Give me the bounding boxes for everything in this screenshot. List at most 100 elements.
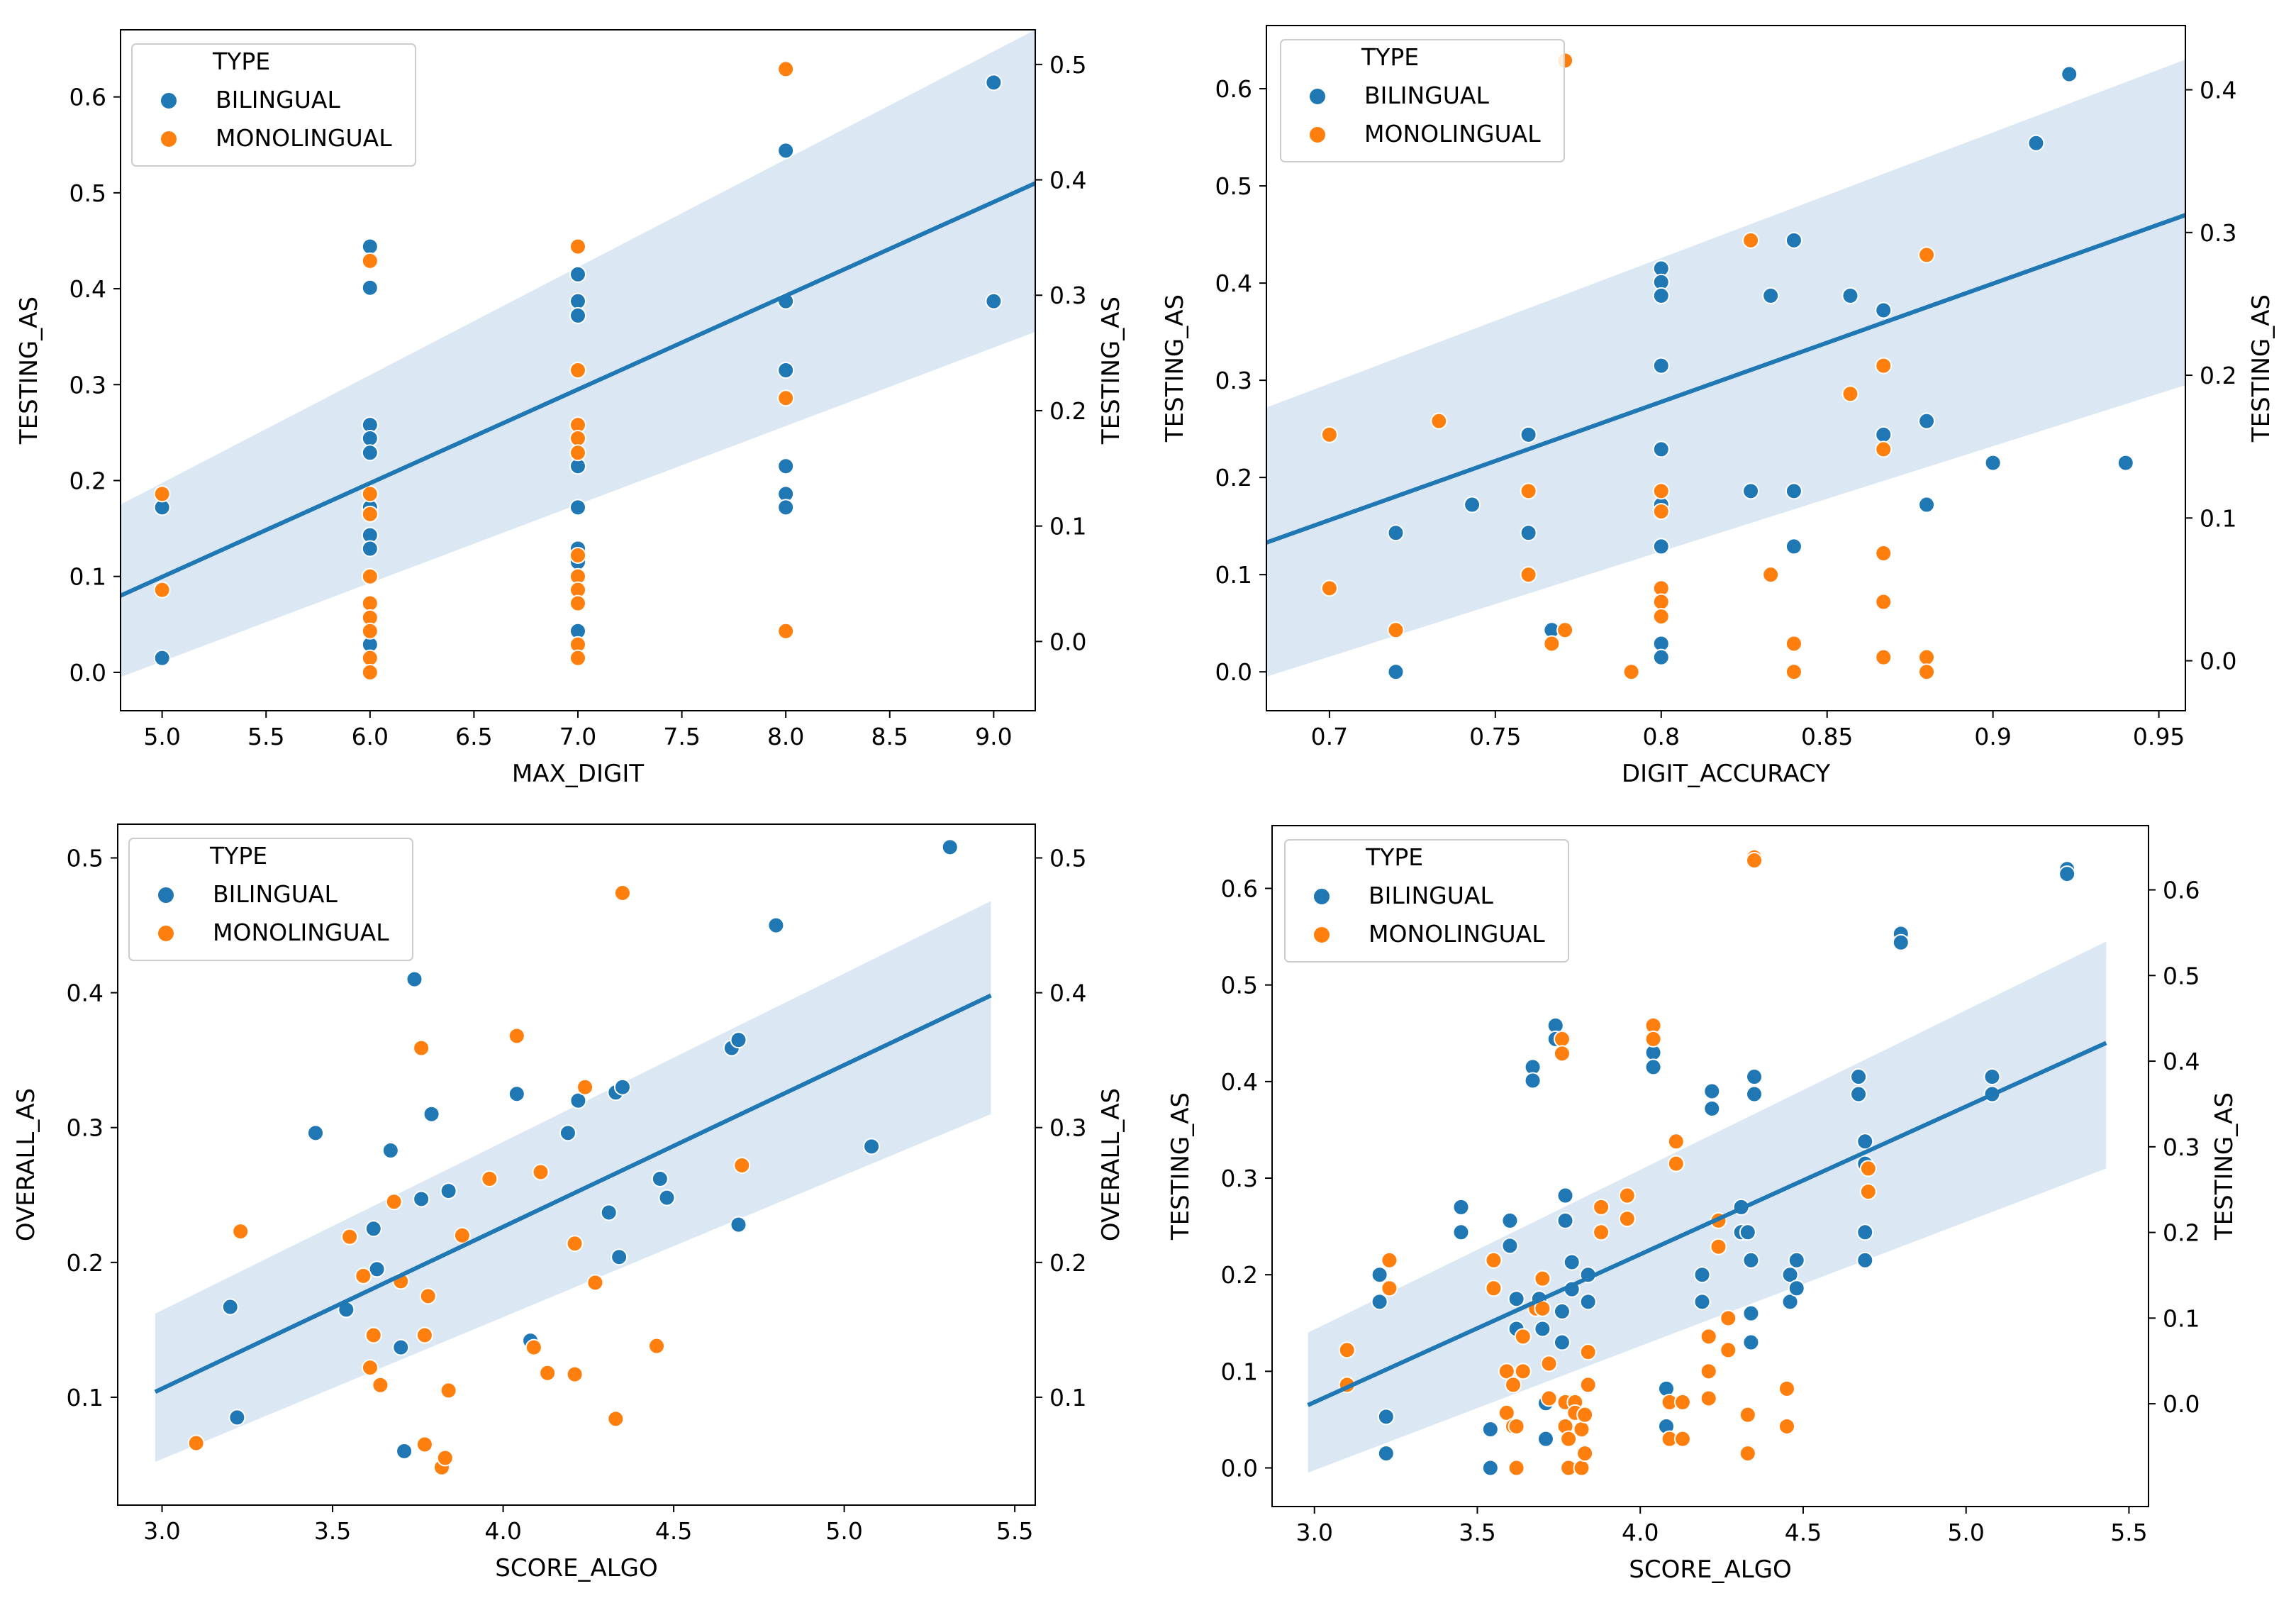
- legend-label-bilingual: BILINGUAL: [1364, 82, 1489, 109]
- data-point: [1693, 1266, 1711, 1284]
- y-axis-left: 0.0 0.1 0.2 0.3 0.4 0.5 0.6 TESTING_AS: [15, 84, 121, 687]
- data-point: [1918, 648, 1936, 666]
- data-point: [2058, 865, 2076, 883]
- data-point: [1700, 1363, 1717, 1380]
- y-axis-left: 0.0 0.1 0.2 0.3 0.4 0.5 0.6 TESTING_AS: [1166, 875, 1272, 1482]
- data-point: [569, 499, 586, 516]
- legend-marker-monolingual: [1313, 926, 1331, 944]
- data-point: [1918, 496, 1936, 514]
- legend: TYPE BILINGUAL MONOLINGUAL: [1284, 839, 1569, 963]
- data-point: [1520, 426, 1537, 443]
- confidence-band: [1266, 59, 2185, 677]
- legend-box: [1284, 839, 1569, 963]
- data-point: [1742, 1333, 1760, 1351]
- data-point: [730, 1216, 747, 1233]
- data-point: [607, 1410, 625, 1428]
- right-y-tick-label: 0.5: [1049, 51, 1086, 79]
- data-point: [1785, 635, 1802, 653]
- y-tick-label: 0.0: [1215, 658, 1252, 686]
- subplot-3: 3.0 3.5 4.0 4.5 5.0 5.5 SCORE_ALGO 0.1 0.2 0.3 0.4…: [12, 823, 1125, 1582]
- data-point: [1781, 1293, 1799, 1311]
- data-point: [1762, 566, 1780, 584]
- legend-label-monolingual: MONOLINGUAL: [1369, 920, 1545, 948]
- data-point: [1540, 1355, 1558, 1372]
- x-tick-label: 5.0: [1947, 1519, 1984, 1546]
- data-point: [153, 581, 171, 599]
- data-point: [1710, 1238, 1727, 1255]
- data-point: [1573, 1459, 1590, 1477]
- data-point: [586, 1274, 604, 1292]
- data-point: [1622, 663, 1640, 681]
- x-axis-label: DIGIT_ACCURACY: [1622, 760, 1830, 788]
- data-point: [1377, 1408, 1395, 1426]
- data-point: [1508, 1417, 1525, 1435]
- data-point: [361, 279, 379, 296]
- data-point: [1742, 1251, 1760, 1269]
- legend-marker-bilingual: [1308, 87, 1327, 106]
- data-point: [1652, 503, 1670, 521]
- subplot-4: 3.0 3.5 4.0 4.5 5.0 5.5 SCORE_ALGO 0.0 0.1 0.2 0.3…: [1166, 825, 2239, 1584]
- data-point: [1485, 1280, 1503, 1297]
- data-point: [1673, 1393, 1691, 1411]
- data-point: [1652, 608, 1670, 626]
- data-point: [1875, 593, 1893, 611]
- right-y-tick-label: 0.4: [1049, 167, 1086, 194]
- data-point: [1785, 231, 1802, 249]
- data-point: [1788, 1280, 1805, 1297]
- x-axis: 0.7 0.75 0.8 0.85 0.9 0.95 DIGIT_ACCURACY: [1311, 711, 2185, 788]
- x-tick-label: 4.5: [1785, 1519, 1822, 1546]
- y-axis-right: 0.0 0.1 0.2 0.3 0.4 TESTING_AS: [2185, 77, 2275, 675]
- data-point: [1856, 1251, 1874, 1269]
- data-point: [569, 594, 586, 612]
- data-point: [1892, 933, 1910, 951]
- data-point: [1520, 566, 1537, 584]
- data-point: [232, 1223, 250, 1241]
- y-axis-right: 0.1 0.2 0.3 0.4 0.5 OVERALL_AS: [1035, 845, 1125, 1411]
- regression-line: [1307, 1041, 2107, 1407]
- data-point: [863, 1138, 881, 1155]
- data-point: [1464, 496, 1481, 514]
- y-axis-label: TESTING_AS: [1166, 1092, 1195, 1241]
- right-y-axis-label: TESTING_AS: [2247, 294, 2275, 443]
- x-tick-label: 5.5: [2110, 1519, 2147, 1546]
- data-point: [1553, 1030, 1571, 1048]
- data-point: [2117, 454, 2134, 472]
- data-point: [1693, 1293, 1711, 1311]
- data-point: [569, 430, 586, 447]
- x-tick-label: 0.7: [1311, 723, 1348, 750]
- legend: TYPE BILINGUAL MONOLINGUAL: [131, 43, 416, 167]
- data-point: [1371, 1266, 1388, 1284]
- legend-title: TYPE: [212, 48, 270, 75]
- legend-marker-bilingual: [160, 91, 178, 110]
- data-point: [1739, 1224, 1756, 1241]
- data-point: [413, 1039, 430, 1057]
- y-tick-label: 0.5: [1221, 972, 1258, 999]
- right-y-tick-label: 0.0: [2163, 1390, 2200, 1418]
- right-y-tick-label: 0.2: [2163, 1219, 2200, 1247]
- data-point: [396, 1442, 413, 1460]
- data-point: [1553, 1045, 1571, 1063]
- right-y-tick-label: 0.3: [2163, 1133, 2200, 1161]
- data-point: [1501, 1237, 1519, 1255]
- data-point: [733, 1156, 751, 1174]
- y-axis-right: 0.0 0.1 0.2 0.3 0.4 0.5 0.6 TESTING_AS: [2149, 877, 2239, 1418]
- data-point: [569, 265, 586, 283]
- data-point: [385, 1193, 403, 1211]
- data-point: [1856, 1224, 1874, 1241]
- y-tick-label: 0.0: [69, 659, 106, 687]
- data-point: [1703, 1082, 1721, 1100]
- data-point: [1652, 482, 1670, 500]
- data-point: [1875, 426, 1893, 443]
- data-point: [1841, 287, 1859, 304]
- data-point: [1788, 1251, 1805, 1269]
- right-y-tick-label: 0.5: [2163, 962, 2200, 989]
- data-point: [1508, 1459, 1525, 1477]
- data-point: [381, 1142, 399, 1160]
- y-axis-label: OVERALL_AS: [12, 1088, 40, 1241]
- data-point: [613, 884, 631, 902]
- data-point: [576, 1078, 594, 1096]
- data-point: [355, 1267, 372, 1285]
- x-tick-label: 0.9: [1974, 723, 2011, 750]
- x-axis-label: SCORE_ALGO: [495, 1554, 658, 1582]
